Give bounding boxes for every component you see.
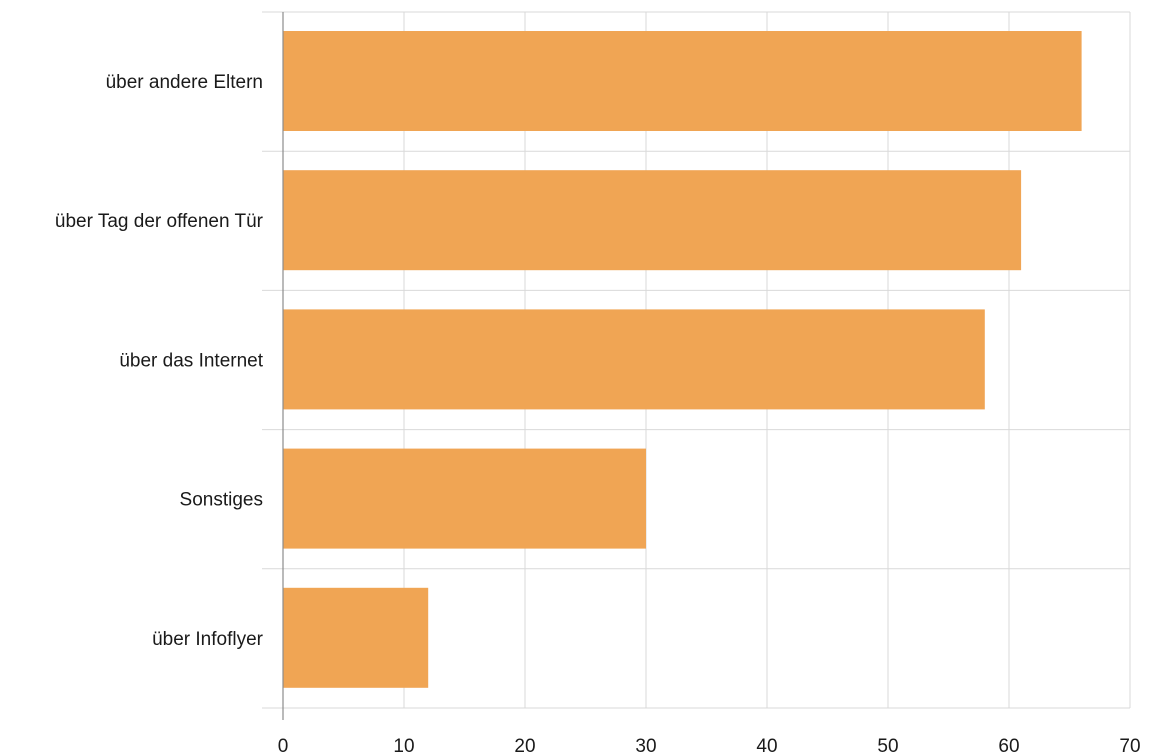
category-labels: über andere Eltern über Tag der offenen T… (55, 72, 264, 650)
bar (283, 587, 429, 688)
category-label: über Infoflyer (152, 629, 264, 650)
x-tick-label: 10 (393, 736, 414, 754)
x-tick-label: 30 (635, 736, 656, 754)
category-label: Sonstiges (180, 490, 263, 511)
category-label: über Tag der offenen Tür (55, 211, 264, 232)
x-tick-label: 20 (514, 736, 535, 754)
category-label: über das Internet (119, 350, 263, 371)
x-tick-label: 0 (278, 736, 289, 754)
x-tick-label: 70 (1119, 736, 1140, 754)
x-tick-label: 50 (877, 736, 898, 754)
bar (283, 170, 1022, 271)
x-tick-label: 60 (998, 736, 1019, 754)
x-tick-label: 40 (756, 736, 777, 754)
bar (283, 31, 1082, 131)
category-label: über andere Eltern (106, 72, 263, 93)
bar (283, 309, 985, 410)
bars (283, 31, 1082, 688)
bar (283, 448, 646, 549)
x-tick-labels: 0 10 20 30 40 50 60 70 (278, 736, 1141, 754)
